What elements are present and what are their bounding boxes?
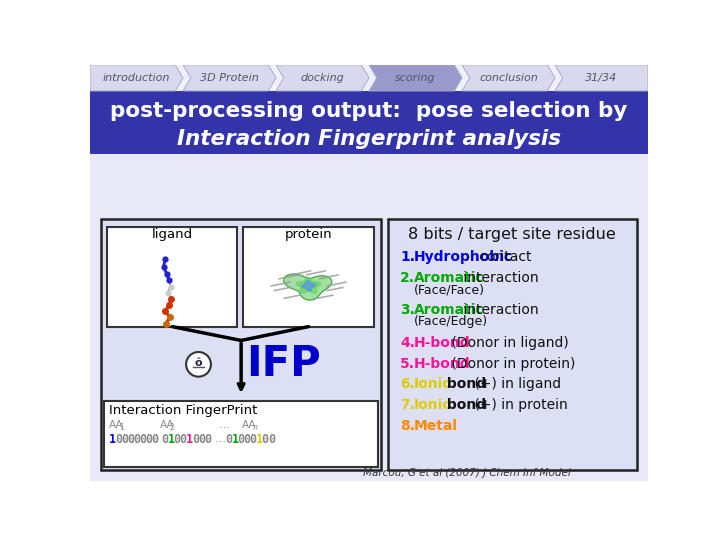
Text: 1: 1 (186, 433, 193, 446)
Polygon shape (90, 65, 183, 91)
Text: (+) in ligand: (+) in ligand (469, 377, 561, 392)
Text: scoring: scoring (395, 73, 436, 83)
Text: 0: 0 (133, 433, 140, 446)
Text: n: n (252, 423, 257, 432)
Text: Hydrophobic: Hydrophobic (414, 251, 513, 264)
FancyBboxPatch shape (104, 401, 378, 467)
Polygon shape (276, 65, 369, 91)
Bar (90, 154, 648, 481)
Text: 0: 0 (238, 433, 245, 446)
Text: H-bond: H-bond (414, 356, 471, 370)
Text: 2: 2 (170, 423, 174, 432)
Text: (Face/Face): (Face/Face) (414, 283, 485, 296)
Bar (90, 91, 648, 154)
Text: bond: bond (442, 398, 486, 412)
Text: 7.: 7. (400, 398, 415, 412)
Text: 0: 0 (174, 433, 181, 446)
Polygon shape (369, 65, 462, 91)
Text: 0: 0 (204, 433, 211, 446)
Text: Interaction Fingerprint analysis: Interaction Fingerprint analysis (177, 129, 561, 148)
Text: 3.: 3. (400, 303, 415, 318)
Text: 0: 0 (152, 433, 159, 446)
Text: 0: 0 (161, 433, 168, 446)
Text: bond: bond (442, 377, 486, 392)
Text: Ionic: Ionic (414, 377, 451, 392)
Text: (Donor in ligand): (Donor in ligand) (447, 336, 570, 350)
Text: 0: 0 (115, 433, 122, 446)
Text: (+) in protein: (+) in protein (469, 398, 567, 412)
Text: interaction: interaction (459, 271, 539, 285)
Text: 0: 0 (225, 433, 233, 446)
Text: ligand: ligand (152, 228, 193, 241)
Text: interaction: interaction (459, 303, 539, 318)
Text: IFP: IFP (246, 343, 321, 386)
Text: 0: 0 (198, 433, 205, 446)
Text: 6.: 6. (400, 377, 415, 392)
Text: conclusion: conclusion (479, 73, 538, 83)
Text: 8 bits / target site residue: 8 bits / target site residue (408, 227, 616, 242)
Text: ô: ô (194, 358, 202, 368)
Text: 4.: 4. (400, 336, 415, 350)
FancyBboxPatch shape (387, 219, 637, 470)
Text: Aromatic: Aromatic (414, 271, 485, 285)
FancyBboxPatch shape (101, 219, 382, 470)
Text: 0: 0 (145, 433, 153, 446)
FancyBboxPatch shape (107, 226, 238, 327)
Text: 0: 0 (127, 433, 135, 446)
Text: (Face/Edge): (Face/Edge) (414, 315, 488, 328)
Text: Marcou, G et al (2007) J Chem Inf Model: Marcou, G et al (2007) J Chem Inf Model (363, 468, 570, 478)
Text: 0: 0 (122, 433, 129, 446)
Polygon shape (302, 281, 315, 291)
Text: 0: 0 (243, 433, 251, 446)
Text: post-processing output:  pose selection by: post-processing output: pose selection b… (110, 101, 628, 121)
Text: H-bond: H-bond (414, 336, 471, 350)
Text: Interaction FingerPrint: Interaction FingerPrint (109, 404, 258, 417)
Text: (Donor in protein): (Donor in protein) (447, 356, 576, 370)
Text: Aromatic: Aromatic (414, 303, 485, 318)
Bar (90, 65, 648, 91)
Text: 1: 1 (232, 433, 238, 446)
Text: 0: 0 (268, 433, 275, 446)
Text: …: … (219, 420, 230, 430)
Text: 1: 1 (120, 423, 125, 432)
Polygon shape (555, 65, 648, 91)
Circle shape (186, 352, 211, 377)
Text: 2.: 2. (400, 271, 415, 285)
Polygon shape (297, 277, 320, 293)
Text: contact: contact (475, 251, 532, 264)
Text: Metal: Metal (414, 419, 458, 433)
Text: docking: docking (301, 73, 344, 83)
Text: Ionic: Ionic (414, 398, 451, 412)
Text: 1: 1 (168, 433, 175, 446)
Polygon shape (462, 65, 555, 91)
Text: …: … (215, 434, 226, 444)
Text: protein: protein (284, 228, 333, 241)
Text: 31/34: 31/34 (585, 73, 618, 83)
Text: 0: 0 (180, 433, 187, 446)
Text: 0: 0 (250, 433, 257, 446)
Text: 0: 0 (262, 433, 269, 446)
Text: 1: 1 (256, 433, 263, 446)
Polygon shape (284, 274, 332, 300)
Text: 1: 1 (109, 433, 117, 446)
Text: 3D Protein: 3D Protein (200, 73, 259, 83)
Text: 0: 0 (192, 433, 199, 446)
Text: AA: AA (160, 420, 174, 430)
Text: 0: 0 (140, 433, 147, 446)
Text: AA: AA (109, 420, 124, 430)
Text: 1.: 1. (400, 251, 415, 264)
Text: 5.: 5. (400, 356, 415, 370)
Text: introduction: introduction (103, 73, 170, 83)
Text: AA: AA (242, 420, 256, 430)
Polygon shape (183, 65, 276, 91)
FancyBboxPatch shape (243, 226, 374, 327)
Text: 8.: 8. (400, 419, 415, 433)
